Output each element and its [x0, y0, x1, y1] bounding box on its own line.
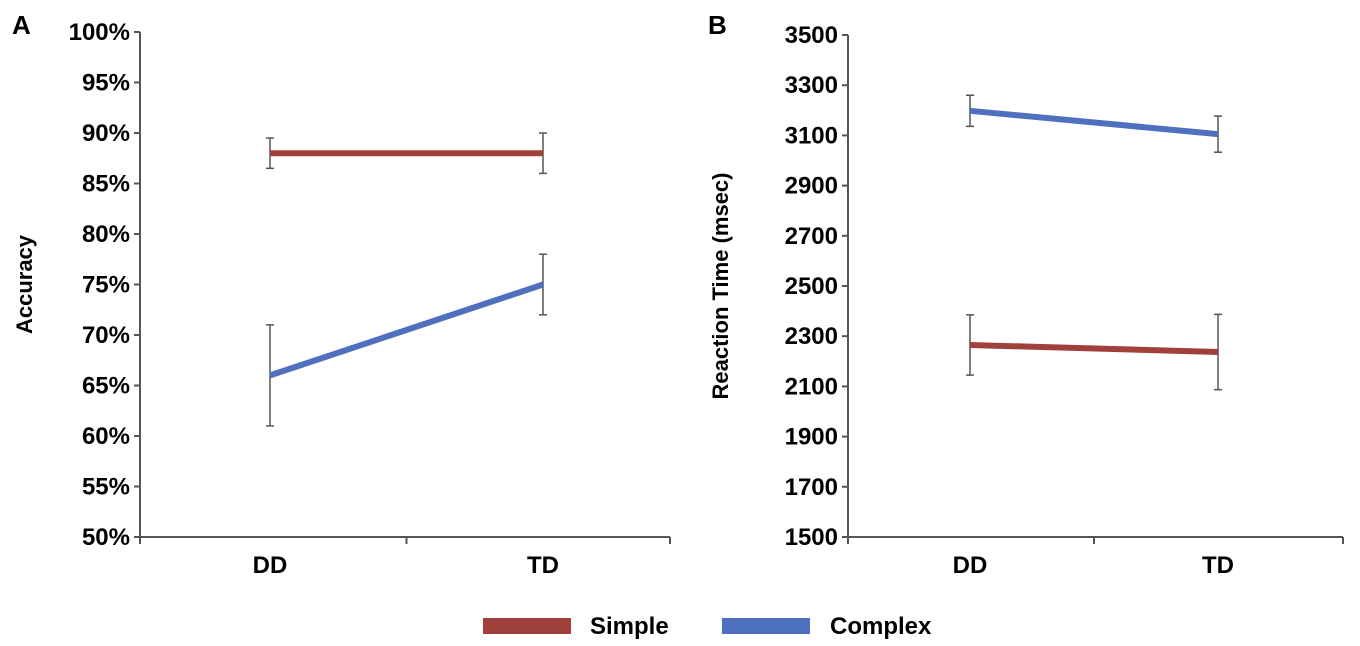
y-tick-label: 75% [82, 272, 130, 299]
y-tick-label: 3100 [785, 122, 838, 149]
legend-label-complex: Complex [830, 613, 932, 640]
panel-a-accuracy-chart: A 50% 55% 60% 65% 70% 75% 80% 85% 90% 95% 100% DD TD A… [12, 10, 671, 579]
y-tick-label: 1700 [785, 474, 838, 501]
y-tick-label: 55% [82, 474, 130, 501]
y-tick-label: 90% [82, 120, 130, 147]
y-tick-label: 2100 [785, 373, 838, 400]
y-tick-label: 80% [82, 221, 130, 248]
legend-label-simple: Simple [590, 613, 669, 640]
y-tick-label: 70% [82, 322, 130, 349]
legend-swatch-complex [722, 618, 810, 634]
panel-letter: B [708, 10, 727, 40]
y-tick-label: 85% [82, 171, 130, 198]
y-tick-label: 50% [82, 524, 130, 551]
y-axis-label: Reaction Time (msec) [708, 172, 733, 399]
y-tick-label: 1900 [785, 424, 838, 451]
x-tick-label: DD [953, 552, 988, 579]
y-tick-label: 2300 [785, 323, 838, 350]
y-tick-label: 95% [82, 70, 130, 97]
legend-swatch-simple [483, 618, 571, 634]
y-tick-label: 2500 [785, 273, 838, 300]
legend: Simple Complex [483, 613, 932, 640]
y-tick-label: 60% [82, 423, 130, 450]
x-tick-label: TD [1202, 552, 1234, 579]
y-tick-label: 100% [69, 19, 130, 46]
series-line-simple [969, 341, 1219, 356]
x-tick-label: DD [253, 552, 288, 579]
x-tick-label: TD [527, 552, 559, 579]
y-tick-label: 1500 [785, 524, 838, 551]
y-tick-label: 2900 [785, 173, 838, 200]
y-tick-label: 3300 [785, 72, 838, 99]
panel-letter: A [12, 10, 31, 40]
series-line-complex [969, 107, 1219, 138]
y-axis-label: Accuracy [12, 234, 37, 334]
y-tick-label: 65% [82, 373, 130, 400]
y-tick-label: 3500 [785, 22, 838, 49]
series-line-complex [269, 281, 544, 379]
y-tick-label: 2700 [785, 223, 838, 250]
panel-b-reaction-time-chart: B 1500 1700 1900 2100 2300 2500 2700 2900 3100 330… [708, 10, 1344, 579]
